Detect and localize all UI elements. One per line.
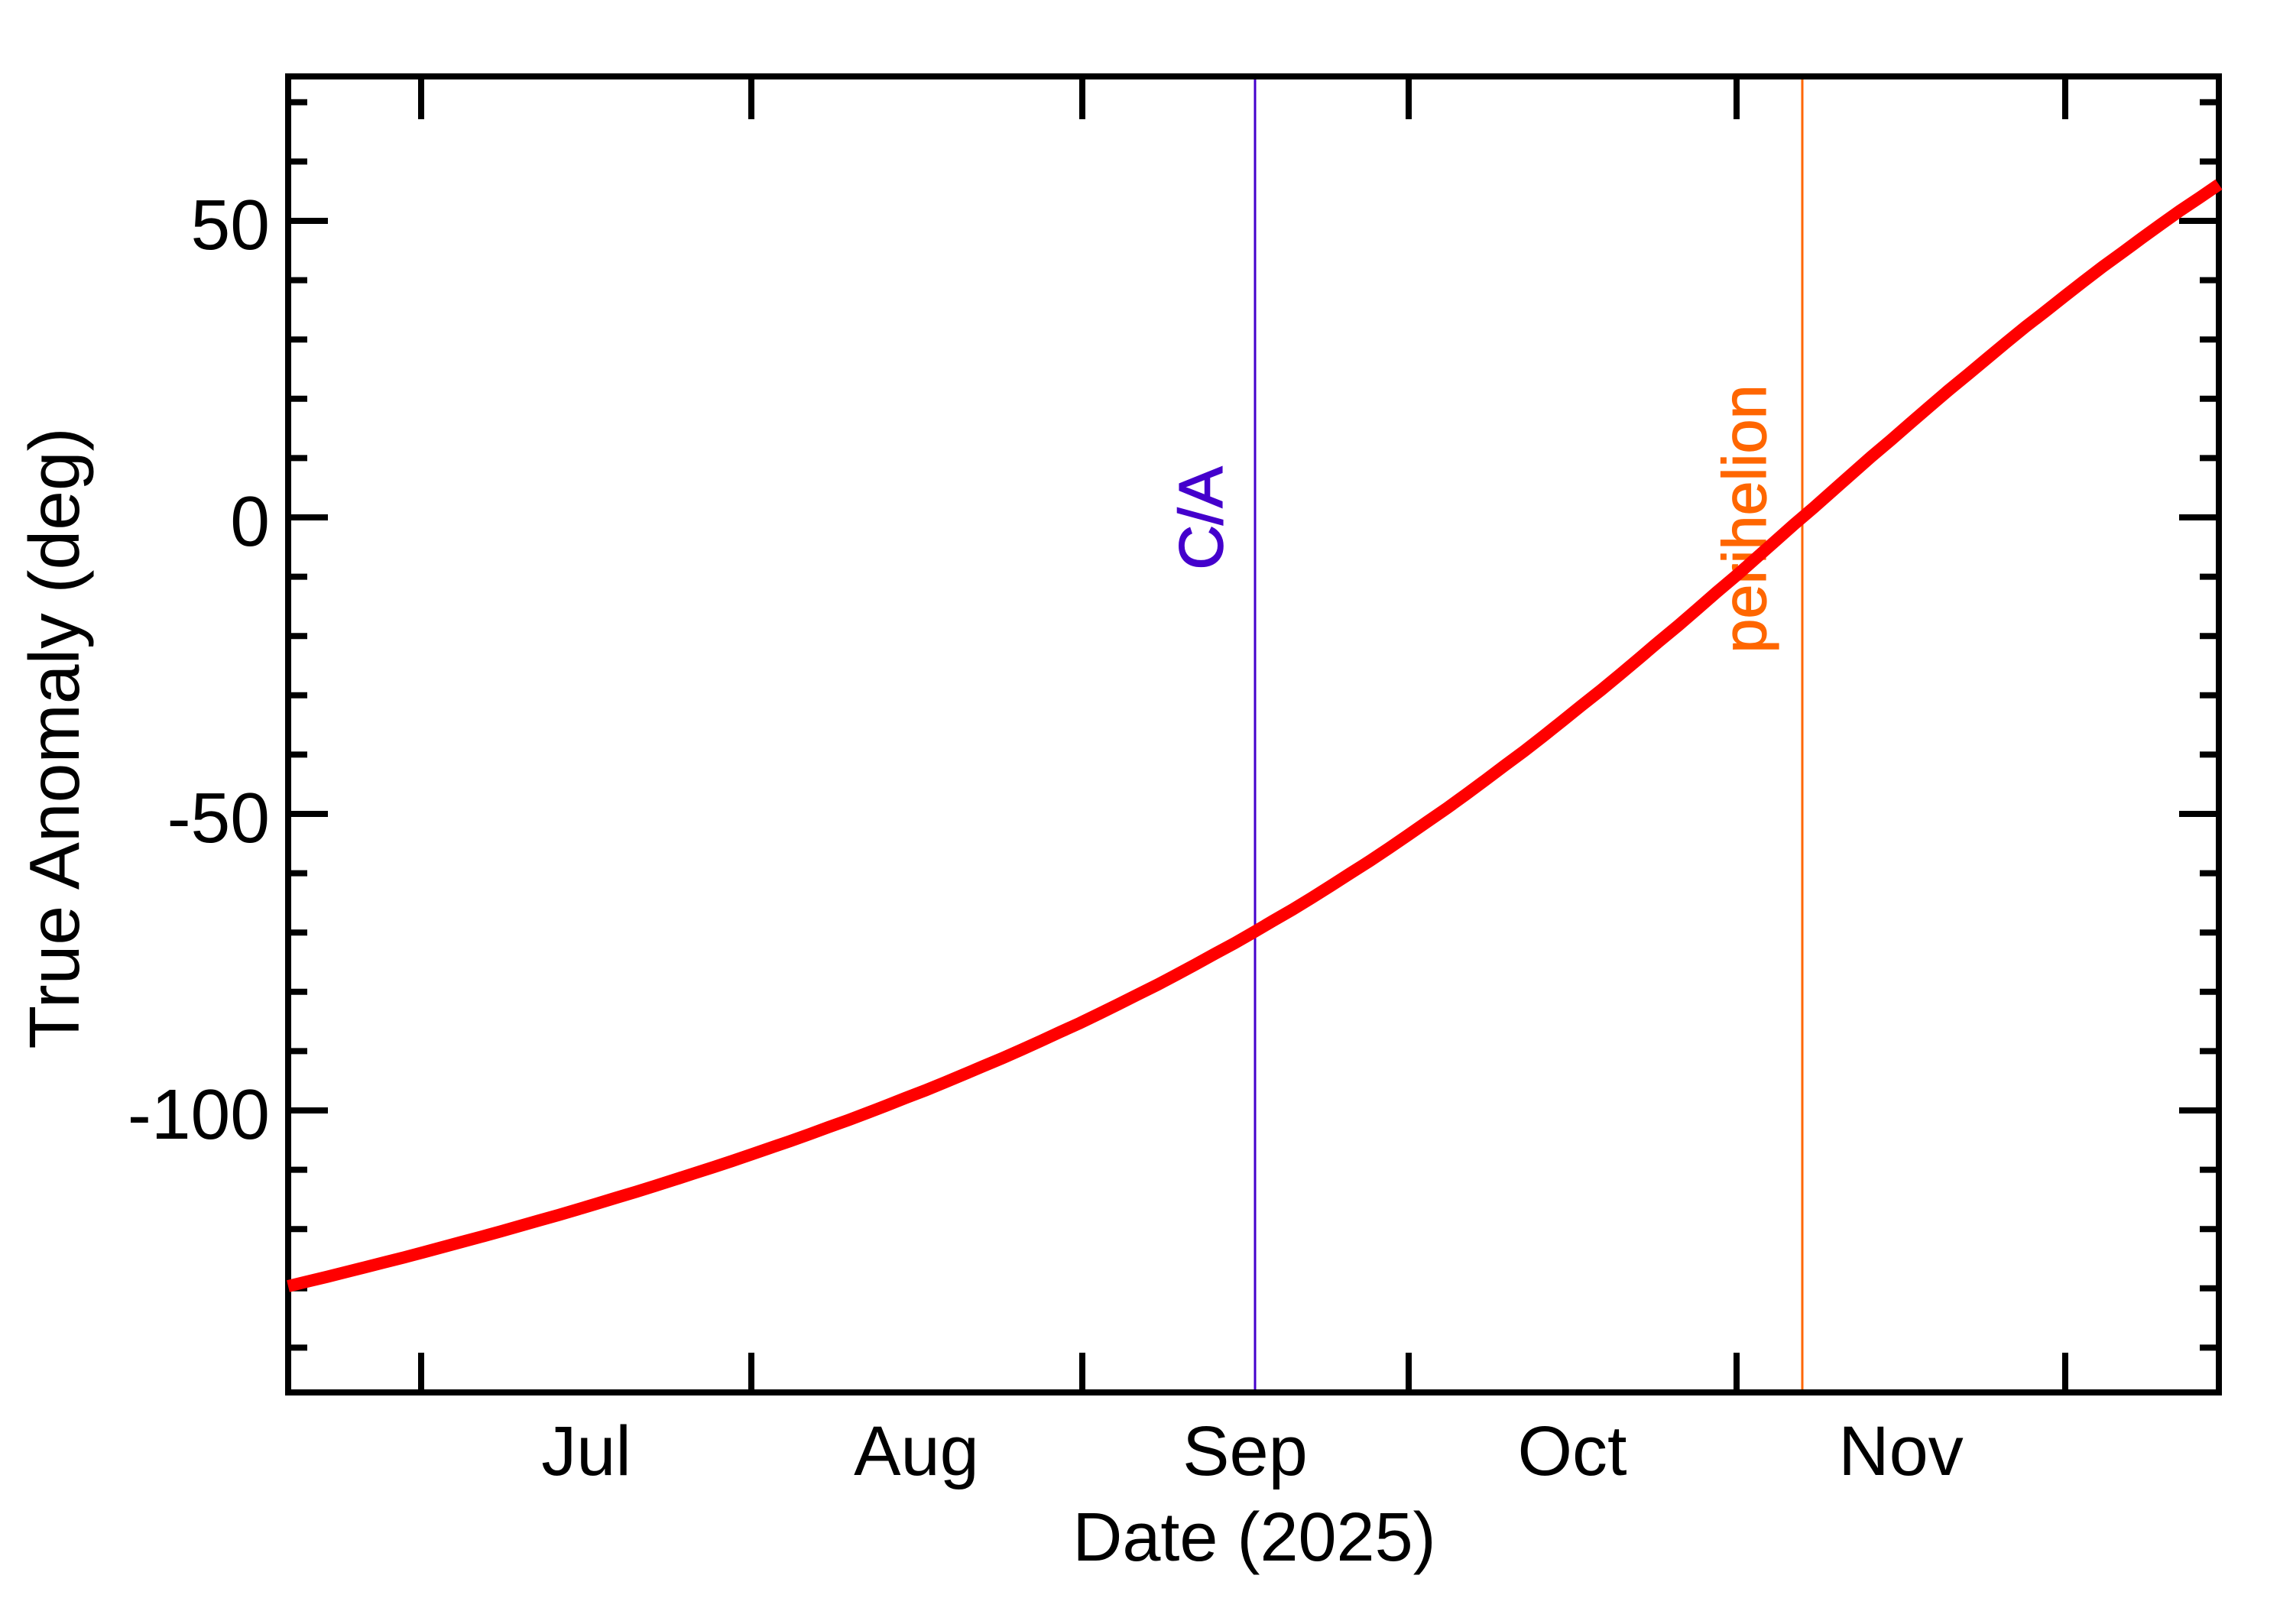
svg-text:Oct: Oct: [1517, 1412, 1627, 1490]
svg-text:Jul: Jul: [541, 1412, 631, 1490]
svg-text:0: 0: [230, 481, 270, 561]
svg-text:-50: -50: [167, 778, 270, 857]
svg-text:50: 50: [191, 185, 270, 264]
svg-text:True Anomaly (deg): True Anomaly (deg): [15, 427, 94, 1049]
svg-text:C/A: C/A: [1167, 466, 1236, 569]
svg-text:Aug: Aug: [854, 1412, 979, 1490]
svg-text:Sep: Sep: [1182, 1412, 1308, 1490]
svg-text:-100: -100: [128, 1075, 270, 1154]
svg-text:Date (2025): Date (2025): [1072, 1499, 1435, 1576]
svg-text:Nov: Nov: [1838, 1412, 1964, 1490]
svg-text:perihelion: perihelion: [1711, 384, 1779, 653]
